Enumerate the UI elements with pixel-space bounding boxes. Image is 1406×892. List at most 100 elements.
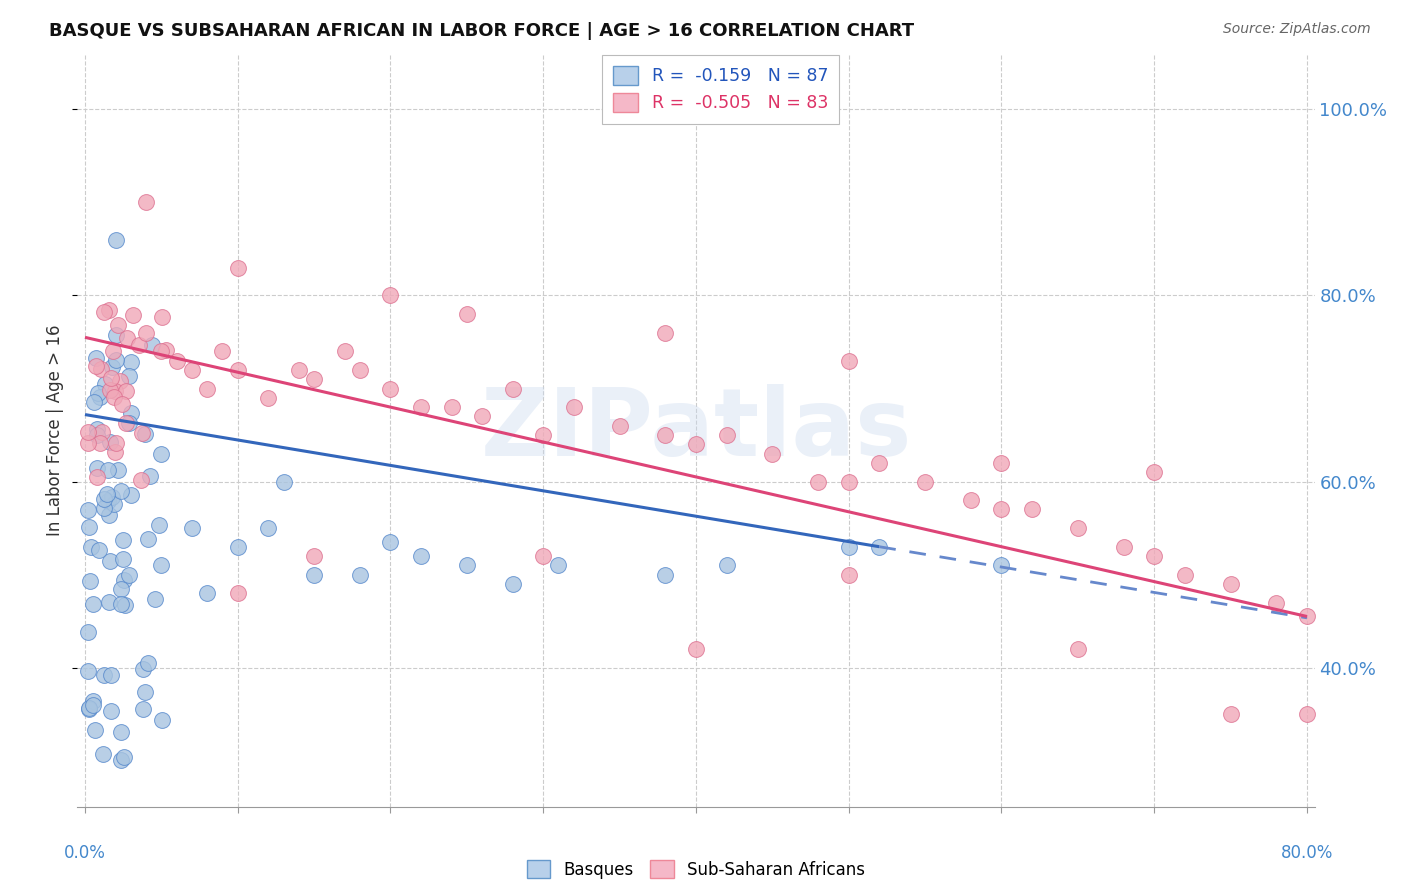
- Point: [148, 517, 170, 532]
- Point: [110, 483, 132, 498]
- Point: [1112, 540, 1135, 554]
- Point: [98, 554, 121, 568]
- Point: [110, 598, 132, 612]
- Point: [502, 577, 524, 591]
- Point: [685, 642, 707, 657]
- Point: [93, 491, 115, 506]
- Point: [104, 328, 127, 343]
- Point: [349, 363, 371, 377]
- Point: [990, 502, 1012, 516]
- Point: [110, 582, 132, 596]
- Point: [838, 567, 860, 582]
- Point: [195, 586, 218, 600]
- Point: [1067, 521, 1090, 535]
- Point: [1067, 642, 1090, 657]
- Point: [114, 384, 136, 398]
- Point: [114, 599, 136, 613]
- Point: [77, 700, 100, 714]
- Point: [98, 434, 121, 449]
- Point: [79, 520, 101, 534]
- Point: [150, 558, 173, 573]
- Point: [112, 533, 135, 547]
- Point: [440, 400, 463, 414]
- Point: [990, 456, 1012, 470]
- Point: [120, 406, 142, 420]
- Point: [868, 540, 890, 554]
- Point: [547, 558, 569, 573]
- Point: [195, 382, 218, 396]
- Point: [685, 437, 707, 451]
- Point: [86, 428, 108, 442]
- Point: [110, 397, 132, 411]
- Point: [180, 521, 202, 535]
- Point: [118, 568, 141, 582]
- Point: [97, 493, 120, 508]
- Point: [471, 409, 494, 424]
- Point: [112, 749, 135, 764]
- Point: [120, 488, 142, 502]
- Point: [104, 353, 127, 368]
- Point: [104, 384, 127, 398]
- Point: [97, 302, 120, 317]
- Point: [226, 260, 249, 275]
- Point: [98, 595, 121, 609]
- Point: [838, 540, 860, 554]
- Point: [97, 463, 120, 477]
- Point: [716, 558, 738, 573]
- Point: [273, 475, 295, 489]
- Point: [89, 390, 111, 404]
- Point: [79, 574, 101, 588]
- Point: [1265, 595, 1288, 609]
- Point: [77, 436, 100, 450]
- Point: [288, 363, 311, 377]
- Point: [96, 487, 118, 501]
- Point: [333, 344, 356, 359]
- Point: [1219, 577, 1241, 591]
- Point: [914, 475, 936, 489]
- Point: [152, 713, 174, 727]
- Point: [150, 310, 173, 324]
- Point: [103, 497, 125, 511]
- Point: [531, 428, 554, 442]
- Point: [716, 428, 738, 442]
- Point: [93, 501, 115, 516]
- Point: [349, 567, 371, 582]
- Point: [101, 359, 124, 374]
- Point: [87, 542, 110, 557]
- Point: [1296, 707, 1319, 722]
- Legend: Basques, Sub-Saharan Africans: Basques, Sub-Saharan Africans: [520, 854, 872, 886]
- Point: [1296, 609, 1319, 624]
- Point: [136, 656, 159, 670]
- Point: [143, 592, 166, 607]
- Point: [609, 418, 631, 433]
- Point: [654, 567, 676, 582]
- Point: [86, 422, 108, 436]
- Point: [155, 343, 177, 357]
- Point: [101, 491, 124, 505]
- Point: [93, 305, 115, 319]
- Point: [77, 702, 100, 716]
- Point: [77, 625, 100, 640]
- Point: [302, 549, 325, 563]
- Point: [502, 382, 524, 396]
- Point: [79, 540, 101, 554]
- Point: [380, 535, 402, 549]
- Point: [104, 233, 127, 247]
- Point: [761, 447, 783, 461]
- Point: [149, 447, 172, 461]
- Point: [139, 468, 162, 483]
- Point: [654, 326, 676, 340]
- Point: [120, 354, 142, 368]
- Point: [91, 747, 114, 762]
- Point: [112, 574, 135, 588]
- Point: [302, 567, 325, 582]
- Point: [134, 685, 156, 699]
- Point: [226, 540, 249, 554]
- Point: [302, 372, 325, 386]
- Point: [86, 359, 108, 373]
- Point: [103, 343, 125, 358]
- Point: [115, 417, 138, 431]
- Point: [226, 363, 249, 377]
- Point: [103, 390, 125, 404]
- Point: [93, 667, 115, 681]
